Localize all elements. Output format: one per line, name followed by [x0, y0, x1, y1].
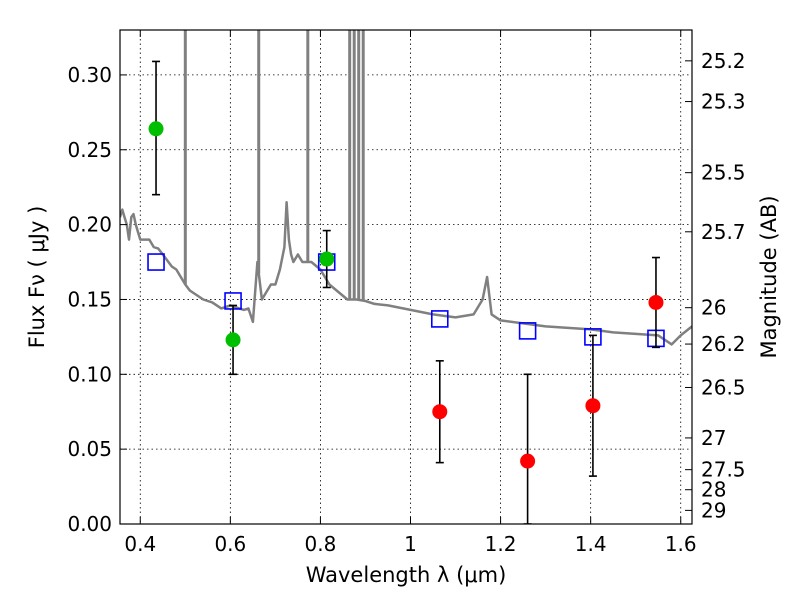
- y-tick-label: 0.15: [67, 287, 112, 311]
- model-spectrum-line: [120, 200, 692, 346]
- model-point-square: [430, 310, 449, 328]
- right-axis-label: Magnitude (AB): [757, 195, 781, 358]
- right-tick-label: 26: [701, 296, 726, 320]
- y-tick-label: 0.30: [67, 63, 112, 87]
- data-point-green: [319, 251, 335, 267]
- right-tick-label: 27.5: [701, 458, 746, 482]
- y-tick-label: 0.10: [67, 362, 112, 386]
- model-point-square: [147, 253, 165, 271]
- plot-area: [120, 30, 692, 524]
- x-tick-label: 1: [404, 532, 417, 556]
- x-tick-label: 0.4: [124, 532, 156, 556]
- x-tick-label: 0.8: [305, 532, 337, 556]
- data-point-red: [585, 398, 601, 414]
- x-axis-label: Wavelength λ (μm): [306, 563, 507, 587]
- x-tick-label: 0.6: [214, 532, 246, 556]
- model-point-square: [518, 322, 537, 340]
- right-tick-label: 25.5: [701, 161, 746, 185]
- x-tick-label: 1.4: [575, 532, 607, 556]
- grid-layer: [120, 30, 692, 525]
- y-tick-label: 0.05: [67, 437, 112, 461]
- right-tick-label: 27: [701, 426, 726, 450]
- right-tick-label: 26.2: [701, 332, 746, 356]
- right-tick-label: 26.5: [701, 375, 746, 399]
- right-tick-label: 28: [701, 478, 726, 502]
- right-tick-label: 25.2: [701, 49, 746, 73]
- x-tick-label: 1.6: [665, 532, 697, 556]
- data-point-green: [148, 121, 164, 137]
- right-tick-label: 25.7: [701, 220, 746, 244]
- right-tick-label: 25.3: [701, 90, 746, 114]
- x-tick-label: 1.2: [485, 532, 517, 556]
- y-axis-label: Flux Fν ( μJy ): [25, 206, 49, 349]
- data-point-green: [225, 332, 241, 348]
- y-tick-label: 0.00: [67, 512, 112, 536]
- y-tick-label: 0.20: [67, 213, 112, 237]
- data-point-red: [520, 453, 536, 469]
- right-tick-label: 29: [701, 498, 726, 522]
- ticks-layer: 0.4 0.6 0.8 1 1.2 1.4 1.6 0.00 0.05 0.10 0.15 0.20 0…: [67, 30, 746, 556]
- plot-frame: [119, 29, 693, 525]
- data-point-red: [648, 294, 664, 310]
- data-point-red: [432, 404, 448, 420]
- y-tick-label: 0.25: [67, 138, 112, 162]
